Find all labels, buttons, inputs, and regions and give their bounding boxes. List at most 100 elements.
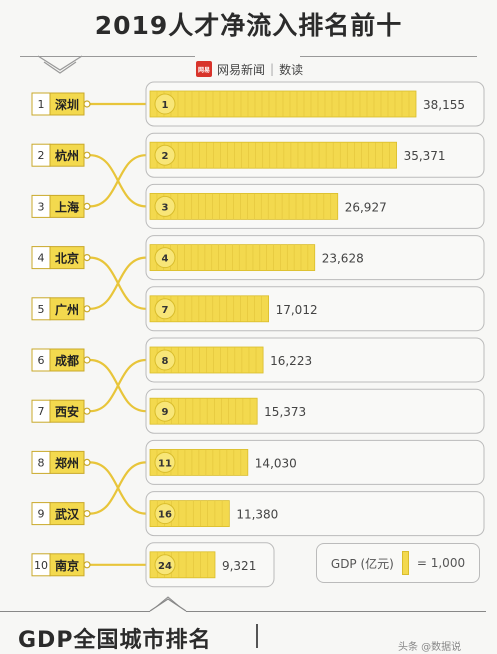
city-label: 北京 (55, 251, 79, 266)
gdp-value-label: 35,371 (404, 149, 446, 163)
talent-rank-label: 6 (38, 354, 45, 367)
gdp-rank-badge (154, 93, 176, 115)
gdp-rank-badge (154, 451, 176, 473)
gdp-value-label: 17,012 (276, 303, 318, 317)
chart-title: 2019人才净流入排名前十 (94, 11, 403, 40)
talent-rank-label: 3 (38, 200, 45, 213)
gdp-row: 9 15,373 (145, 388, 485, 434)
gdp-row: 16 11,380 (145, 491, 485, 537)
city-node-dot (83, 407, 91, 415)
city-label: 广州 (55, 302, 79, 317)
city-node-dot (83, 561, 91, 569)
gdp-rank-badge (154, 503, 176, 525)
gdp-row: 3 26,927 (145, 183, 485, 229)
city-label: 杭州 (55, 148, 79, 163)
brand-name: 网易新闻 (217, 62, 266, 77)
city-node-dot (83, 254, 91, 262)
gdp-rank-badge (154, 400, 176, 422)
watermark: 头条 @数据说 (398, 642, 462, 653)
gdp-rank-label: 16 (158, 510, 172, 521)
brand-separator: | (270, 62, 275, 76)
connector-line (89, 154, 147, 208)
gdp-rank-label: 4 (162, 254, 169, 265)
footer-divider-right (186, 611, 486, 612)
gdp-rank-badge (154, 349, 176, 371)
city-label: 成都 (55, 353, 79, 368)
city-row: 2 杭州 (31, 143, 91, 167)
gdp-rank-badge (154, 195, 176, 217)
city-label: 深圳 (55, 97, 79, 112)
gdp-row: 24 9,321 (145, 542, 275, 588)
gdp-value-label: 15,373 (264, 405, 306, 419)
footer-divider-left (0, 611, 150, 612)
city-row: 10 南京 (31, 553, 91, 577)
footer-chevron-icon-inner (155, 596, 181, 608)
legend-equals: = 1,000 (416, 556, 466, 570)
gdp-bar (149, 192, 339, 220)
city-label: 武汉 (55, 507, 80, 522)
gdp-rank-badge (154, 298, 176, 320)
city-row: 3 上海 (31, 194, 91, 218)
city-node-dot (83, 458, 91, 466)
gdp-row: 8 16,223 (145, 337, 485, 383)
connector-line (89, 256, 147, 310)
gdp-row: 1 38,155 (145, 81, 485, 127)
brand-sub: 数读 (279, 62, 304, 77)
city-row: 4 北京 (31, 246, 91, 270)
gdp-value-label: 14,030 (255, 456, 297, 470)
gdp-row: 7 17,012 (145, 286, 485, 332)
gdp-rank-label: 11 (158, 458, 172, 469)
gdp-rank-label: 9 (162, 407, 169, 418)
city-row: 7 西安 (31, 399, 91, 423)
talent-rank-label: 4 (38, 252, 45, 265)
city-row: 5 广州 (31, 297, 91, 321)
city-node-dot (83, 305, 91, 313)
brand-logo-icon: 网易 (196, 61, 212, 77)
gdp-value-label: 9,321 (222, 559, 256, 573)
gdp-rank-badge (154, 247, 176, 269)
header-chevron-icon (37, 55, 83, 71)
gdp-rank-label: 2 (162, 151, 169, 162)
footer-title-bar (256, 624, 258, 648)
city-label: 南京 (55, 558, 79, 573)
talent-rank-label: 2 (38, 149, 45, 162)
city-node-dot (83, 100, 91, 108)
city-row: 9 武汉 (31, 502, 91, 526)
header-chevron-icon-inner (43, 61, 77, 74)
city-row: 1 深圳 (31, 92, 91, 116)
legend-label: GDP (亿元) (330, 556, 394, 571)
legend-swatch (401, 551, 409, 575)
gdp-row-box (145, 491, 485, 537)
gdp-rank-label: 24 (158, 561, 172, 572)
city-row: 8 郑州 (31, 450, 91, 474)
gdp-value-label: 38,155 (423, 98, 465, 112)
city-node-dot (83, 356, 91, 364)
city-label: 西安 (55, 404, 79, 419)
talent-rank-label: 10 (34, 559, 48, 572)
gdp-rank-label: 8 (162, 356, 169, 367)
footer-chevron-icon (149, 598, 187, 612)
talent-rank-label: 9 (38, 508, 45, 521)
gdp-value-label: 16,223 (270, 354, 312, 368)
legend: GDP (亿元) = 1,000 (316, 543, 480, 583)
header-divider-left (20, 56, 195, 57)
city-label: 上海 (55, 199, 79, 214)
city-row: 6 成都 (31, 348, 91, 372)
gdp-rank-badge (154, 554, 176, 576)
talent-rank-label: 5 (38, 303, 45, 316)
gdp-rank-label: 1 (162, 100, 169, 111)
header-divider-right (300, 56, 477, 57)
city-label: 郑州 (55, 455, 79, 470)
gdp-value-label: 11,380 (236, 508, 278, 522)
talent-rank-label: 7 (38, 405, 45, 418)
gdp-value-label: 26,927 (345, 200, 387, 214)
gdp-row: 2 35,371 (145, 132, 485, 178)
city-node-dot (83, 509, 91, 518)
footer-title: GDP全国城市排名 (18, 628, 212, 653)
gdp-rank-label: 7 (162, 305, 169, 316)
gdp-value-label: 23,628 (322, 252, 364, 266)
city-node-dot (83, 202, 91, 210)
connector-line (89, 358, 147, 413)
city-node-dot (83, 151, 91, 159)
